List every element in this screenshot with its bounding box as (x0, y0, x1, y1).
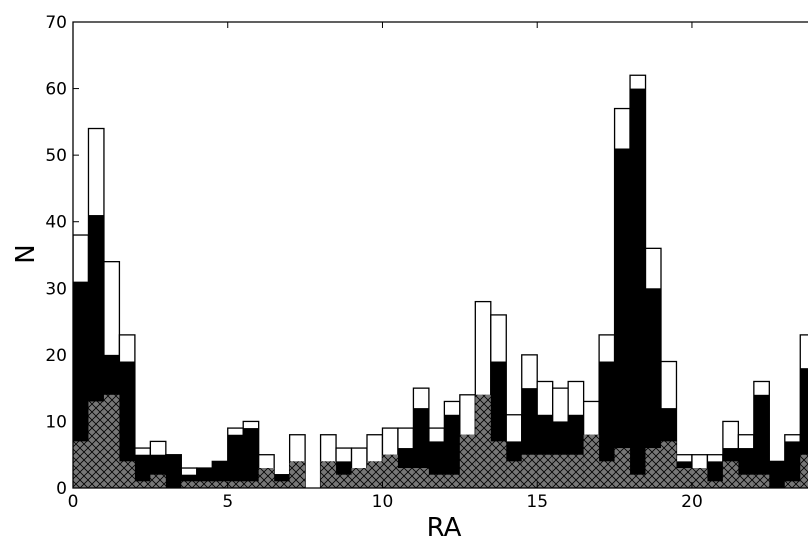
hatched-bar (521, 454, 538, 488)
hatched-bar (552, 454, 569, 488)
x-tick-label: 20 (681, 492, 703, 512)
hatched-bar (428, 474, 445, 488)
solid-bar (599, 361, 615, 488)
hatched-bar (397, 468, 414, 488)
hatched-bar (336, 474, 352, 488)
axes-frame (72, 21, 808, 489)
y-tick-label: 10 (45, 412, 67, 432)
hatched-bar (691, 468, 708, 488)
hatched-bar (227, 481, 244, 488)
hatched-bar (150, 474, 166, 488)
plot-axes: 0 5 10 15 20 0 10 20 30 40 50 60 70 (45, 13, 808, 512)
solid-bar (444, 414, 460, 488)
hatched-bar (490, 441, 507, 488)
hatched-bar (134, 481, 151, 488)
hatched-bar (88, 401, 104, 488)
hatched-bar (537, 454, 553, 488)
hatched-bar (459, 434, 476, 488)
hatched-bar (784, 481, 801, 488)
hatched-bar (475, 394, 491, 488)
hatched-bar (320, 461, 337, 488)
y-tick-label: 60 (45, 80, 67, 100)
solid-bar (73, 281, 89, 488)
hatched-bar (583, 434, 600, 488)
x-axis-label: RA (427, 513, 462, 541)
x-tick-label: 10 (372, 492, 394, 512)
hatched-bar (753, 474, 770, 488)
hatched-bar (367, 461, 383, 488)
hatched-bar (181, 481, 197, 488)
hatched-bar (258, 468, 275, 488)
hatched-bar (289, 461, 306, 488)
hatched-bar (599, 461, 615, 488)
x-tick-label: 0 (68, 492, 79, 512)
y-tick-label: 30 (45, 279, 67, 299)
y-tick-label: 20 (45, 346, 67, 366)
solid-bar (800, 368, 808, 488)
solid-bar (630, 88, 646, 488)
solid-bar (645, 288, 661, 488)
hatched-bar (738, 474, 754, 488)
histogram-bars (73, 74, 808, 488)
hatched-bar (630, 474, 646, 488)
solid-bar (753, 394, 770, 488)
solid-bar (784, 441, 801, 488)
solid-bar (165, 454, 182, 488)
hatched-bar (506, 461, 522, 488)
y-tick-label: 0 (56, 479, 67, 499)
solid-bar (243, 428, 259, 488)
y-tick-label: 40 (45, 213, 67, 233)
y-axis-label: N (11, 244, 41, 263)
y-tick-label: 50 (45, 146, 67, 166)
hatched-bar (568, 454, 584, 488)
hatched-bar (119, 461, 135, 488)
hatched-bar (196, 481, 213, 488)
y-tick-label: 70 (45, 13, 67, 33)
hatched-bar (722, 461, 739, 488)
hatched-bar (73, 441, 89, 488)
hatched-bar (413, 468, 429, 488)
hatched-bar (661, 441, 677, 488)
solid-bar (769, 461, 785, 488)
hatched-bar (103, 394, 120, 488)
solid-bar (227, 434, 244, 488)
solid-bar (134, 454, 151, 488)
hatched-bar (351, 468, 367, 488)
x-tick-label: 5 (222, 492, 233, 512)
hatched-bar (444, 474, 460, 488)
hatched-bar (800, 454, 808, 488)
hatched-bar (243, 481, 259, 488)
hatched-bar (676, 468, 692, 488)
hatched-bar (274, 481, 290, 488)
hatched-bar (212, 481, 228, 488)
x-tick-label: 15 (526, 492, 548, 512)
hatched-bar (382, 454, 398, 488)
solid-bar (614, 148, 631, 488)
hatched-bar (614, 448, 631, 488)
hatched-bar (645, 448, 661, 488)
solid-bar (119, 361, 135, 488)
hatched-bar (707, 481, 723, 488)
